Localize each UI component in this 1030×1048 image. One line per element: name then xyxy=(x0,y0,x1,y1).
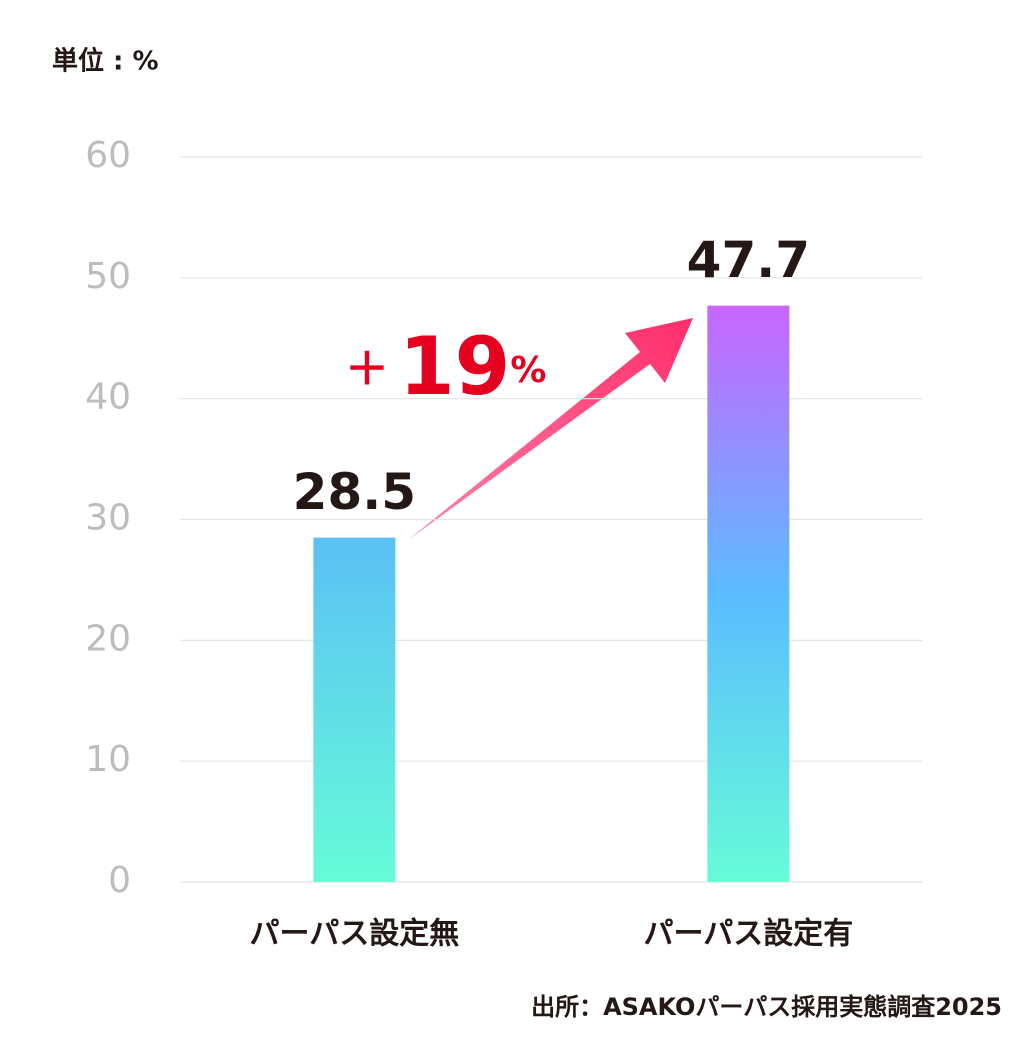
unit-label: 単位 : % xyxy=(52,46,159,77)
y-tick-label: 20 xyxy=(85,618,131,659)
y-tick-label: 50 xyxy=(85,256,131,297)
annotation: ＋ 19% xyxy=(345,320,546,413)
value-label: 28.5 xyxy=(293,463,416,521)
annotation-unit: % xyxy=(510,350,546,391)
value-label: 47.7 xyxy=(687,231,810,289)
x-tick-label: パーパス設定無 xyxy=(250,917,460,952)
y-tick-label: 10 xyxy=(85,739,131,780)
y-tick-label: 30 xyxy=(85,498,131,539)
source: 出所：ASAKOパーパス採用実態調査2025 xyxy=(531,993,1002,1021)
annotation-value: 19 xyxy=(399,320,510,413)
y-tick-label: 40 xyxy=(85,377,131,418)
y-tick-label: 60 xyxy=(85,135,131,176)
arrow xyxy=(408,318,693,540)
bar xyxy=(707,305,790,882)
annotation-sign: ＋ xyxy=(345,344,389,395)
y-tick-label: 0 xyxy=(108,860,131,901)
x-tick-label: パーパス設定有 xyxy=(644,917,854,952)
bar xyxy=(313,537,396,882)
